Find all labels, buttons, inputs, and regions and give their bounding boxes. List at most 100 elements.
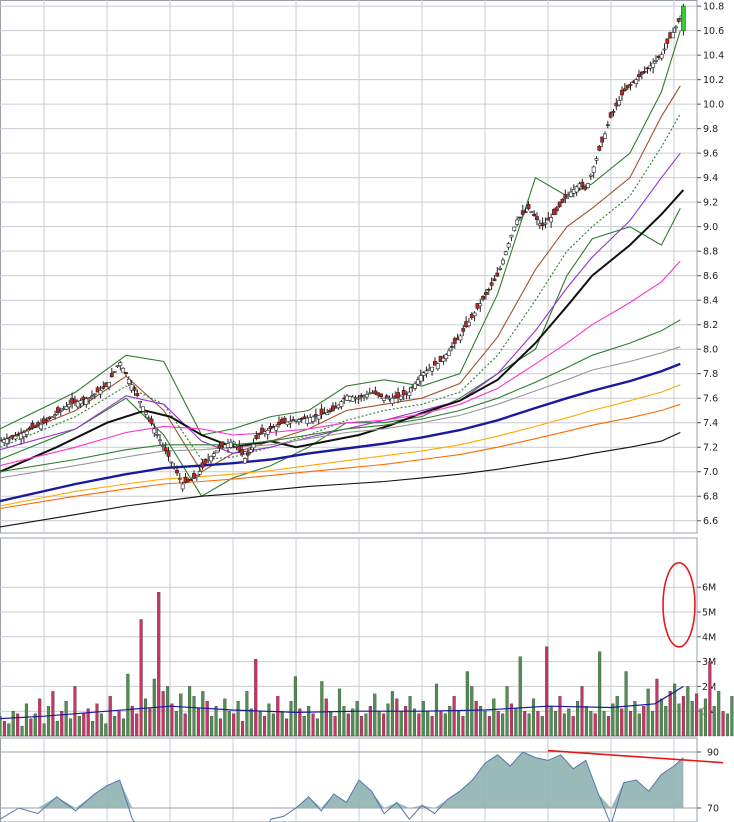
volume-bar-down bbox=[311, 713, 315, 737]
volume-bar-up bbox=[165, 686, 170, 737]
volume-bar-down bbox=[382, 713, 386, 737]
candle-down bbox=[44, 419, 49, 422]
volume-bar-up bbox=[174, 711, 178, 737]
candle-down bbox=[611, 111, 616, 113]
volume-bar-down bbox=[38, 698, 42, 737]
volume-bar-up bbox=[611, 703, 615, 737]
volume-bar-up bbox=[624, 671, 628, 737]
volume-bar-up bbox=[673, 683, 677, 737]
overlay-ema-short bbox=[0, 85, 681, 473]
candle-up bbox=[509, 234, 514, 238]
candle-down bbox=[486, 289, 491, 291]
volume-bar-up bbox=[289, 701, 293, 737]
volume-bar-up bbox=[342, 706, 346, 737]
volume-bar-up bbox=[24, 703, 29, 737]
rsi-overbought-area bbox=[0, 752, 684, 808]
candle-down bbox=[608, 112, 613, 118]
volume-bar-up bbox=[99, 713, 103, 737]
candle-up bbox=[311, 416, 315, 422]
overlay-ema-green bbox=[0, 319, 681, 473]
candle-up bbox=[512, 226, 517, 231]
volume-bar-down bbox=[461, 716, 465, 737]
volume-bar-up bbox=[179, 693, 183, 737]
volume-bar-down bbox=[2, 720, 6, 737]
volume-bar-up bbox=[434, 683, 439, 737]
price-y-tick-label: 7.4 bbox=[703, 418, 718, 429]
price-y-tick-label: 10.4 bbox=[703, 51, 724, 62]
candle-down bbox=[489, 282, 494, 286]
volume-highlight-ellipse bbox=[662, 562, 696, 648]
volume-bar-up bbox=[421, 701, 425, 737]
candle-up bbox=[90, 395, 94, 398]
candle-up bbox=[115, 365, 120, 368]
volume-bar-up bbox=[33, 713, 37, 737]
candle-up bbox=[107, 381, 111, 388]
volume-bar-down bbox=[276, 696, 280, 737]
candle-up bbox=[435, 363, 440, 370]
volume-bar-up bbox=[227, 711, 231, 737]
volume-bar-up bbox=[664, 706, 668, 737]
candle-down bbox=[526, 204, 531, 210]
volume-bar-down bbox=[196, 708, 200, 737]
candle-down bbox=[484, 292, 488, 295]
volume-bar-up bbox=[602, 711, 606, 737]
volume-bar-down bbox=[620, 708, 624, 737]
volume-bar-down bbox=[254, 658, 258, 737]
volume-bar-down bbox=[545, 646, 549, 737]
rsi-series bbox=[0, 751, 684, 822]
candle-up bbox=[543, 222, 548, 225]
volume-bar-down bbox=[536, 711, 540, 737]
candle-up bbox=[158, 439, 162, 442]
rsi-trendline bbox=[547, 749, 724, 764]
candle-up bbox=[594, 158, 599, 161]
volume-bar-up bbox=[386, 703, 390, 737]
candle-up bbox=[416, 379, 420, 385]
volume-bar-down bbox=[487, 716, 491, 737]
volume-bar-up bbox=[280, 711, 284, 737]
candle-up bbox=[501, 259, 505, 265]
volume-bar-down bbox=[205, 701, 209, 737]
overlay-ema-magenta bbox=[0, 260, 681, 467]
volume-bar-up bbox=[712, 706, 716, 737]
volume-bar-up bbox=[20, 725, 24, 737]
candle-down bbox=[135, 393, 140, 397]
price-y-tick-label: 8.0 bbox=[703, 345, 718, 356]
volume-bar-up bbox=[11, 711, 15, 737]
candle-up bbox=[7, 437, 12, 440]
volume-average-line bbox=[0, 685, 684, 720]
candle-up bbox=[288, 421, 293, 424]
volume-bar-up bbox=[64, 701, 68, 737]
candle-up bbox=[126, 378, 131, 384]
volume-bar-up bbox=[725, 713, 730, 737]
candle-up bbox=[549, 217, 554, 223]
price-y-tick-label: 9.2 bbox=[703, 198, 718, 209]
candle-up bbox=[118, 362, 123, 366]
candle-up bbox=[180, 483, 185, 490]
volume-bar-up bbox=[412, 708, 417, 737]
volume-bar-up bbox=[540, 716, 544, 737]
candle-down bbox=[109, 372, 114, 378]
volume-bar-up bbox=[113, 716, 117, 737]
candle-down bbox=[203, 459, 208, 464]
candle-up bbox=[92, 393, 97, 396]
candle-down bbox=[639, 71, 644, 75]
candle-up bbox=[228, 441, 233, 448]
rsi-y-tick-label: 70 bbox=[707, 804, 719, 815]
candle-down bbox=[605, 124, 610, 127]
candle-down bbox=[257, 433, 262, 435]
candle-up bbox=[339, 401, 344, 407]
candle-up bbox=[197, 471, 202, 475]
volume-bar-down bbox=[474, 701, 478, 737]
volume-bar-down bbox=[170, 703, 174, 737]
volume-bar-down bbox=[73, 686, 77, 737]
volume-bar-down bbox=[298, 708, 302, 737]
candle-up bbox=[424, 370, 429, 375]
volume-bar-down bbox=[523, 711, 527, 737]
volume-bar-up bbox=[390, 691, 394, 737]
volume-bar-up bbox=[690, 701, 694, 737]
candle-down bbox=[597, 145, 602, 151]
volume-bar-up bbox=[126, 673, 130, 737]
candle-up bbox=[231, 441, 236, 445]
candle-up bbox=[671, 32, 675, 39]
candle-up bbox=[654, 60, 658, 62]
